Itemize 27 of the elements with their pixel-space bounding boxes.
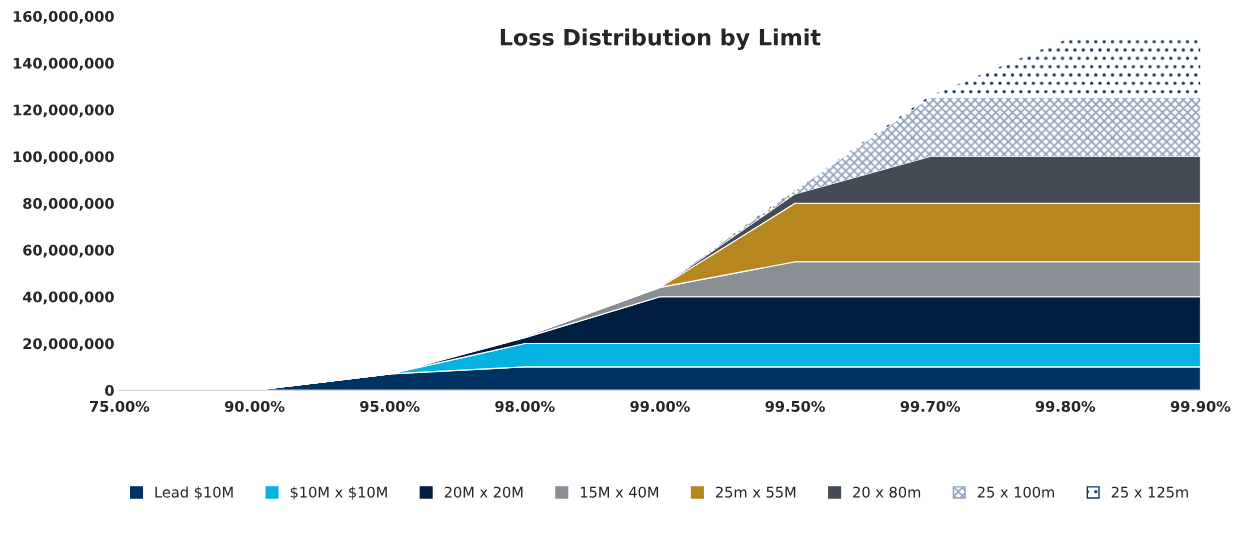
y-tick-label: 80,000,000 bbox=[23, 197, 114, 211]
x-tick-label: 99.80% bbox=[1035, 400, 1096, 412]
x-tick-label: 98.00% bbox=[495, 400, 555, 412]
legend-label: 20 x 80m bbox=[853, 486, 921, 498]
x-tick-label: 95.00% bbox=[360, 400, 420, 412]
legend-label: $10M x $10M bbox=[290, 486, 387, 500]
y-tick-label: 100,000,000 bbox=[13, 151, 114, 165]
y-tick-label: 40,000,000 bbox=[22, 291, 114, 305]
y-tick-label: 0 bbox=[105, 384, 114, 396]
y-tick-label: 120,000,000 bbox=[13, 104, 114, 118]
x-tick-label: 99.70% bbox=[900, 400, 961, 412]
chart-title: Loss Distribution by Limit bbox=[500, 28, 821, 51]
legend-label: 25m x 55M bbox=[715, 486, 796, 498]
x-tick-label: 99.50% bbox=[765, 400, 825, 412]
y-tick-label: 160,000,000 bbox=[13, 10, 114, 24]
y-tick-label: 60,000,000 bbox=[23, 244, 114, 258]
y-tick-label: 140,000,000 bbox=[13, 57, 114, 71]
x-tick-label: 99.90% bbox=[1170, 400, 1231, 412]
legend-label: 20M x 20M bbox=[444, 486, 523, 498]
x-tick-label: 90.00% bbox=[224, 400, 285, 412]
legend-label: 15M x 40M bbox=[580, 486, 659, 498]
x-tick-label: 99.00% bbox=[630, 400, 690, 412]
legend-label: 25 x 125m bbox=[1111, 486, 1188, 498]
legend-label: Lead $10M bbox=[155, 486, 233, 500]
legend-label: 25 x 100m bbox=[977, 486, 1054, 498]
x-tick-label: 75.00% bbox=[90, 400, 150, 412]
y-tick-label: 20,000,000 bbox=[23, 338, 114, 352]
